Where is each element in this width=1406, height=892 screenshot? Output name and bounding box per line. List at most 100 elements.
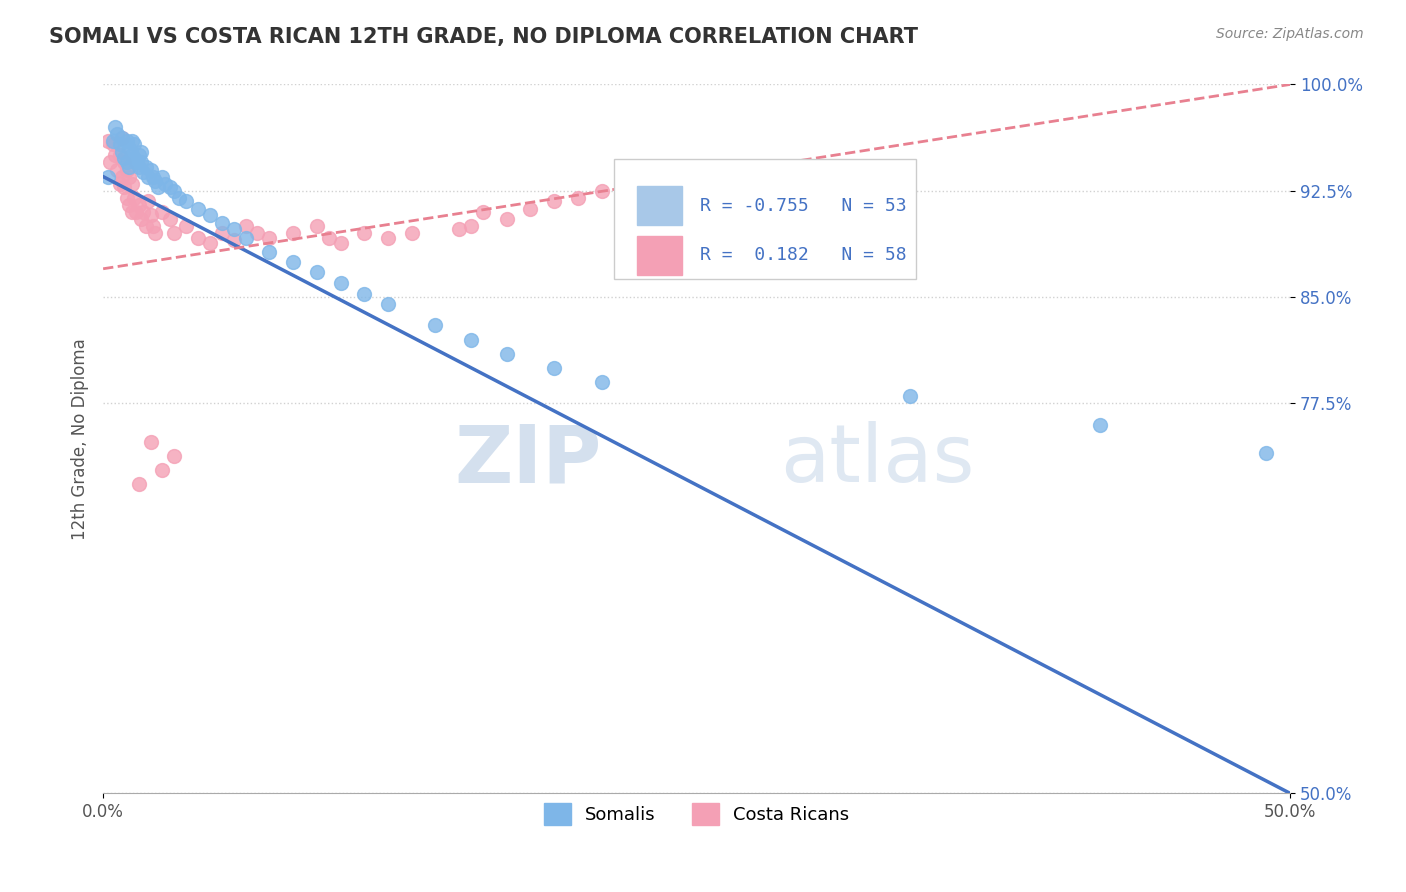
Point — [163, 227, 186, 241]
Point — [472, 205, 495, 219]
Point — [401, 227, 423, 241]
Y-axis label: 12th Grade, No Diploma: 12th Grade, No Diploma — [72, 338, 89, 540]
Legend: Somalis, Costa Ricans: Somalis, Costa Ricans — [534, 794, 859, 834]
Point — [353, 287, 375, 301]
Point — [495, 212, 517, 227]
Point — [142, 219, 165, 234]
Point — [139, 208, 162, 222]
Point — [543, 361, 565, 376]
Point — [329, 276, 352, 290]
Point — [115, 155, 138, 169]
Point — [97, 134, 120, 148]
Point — [163, 184, 186, 198]
Point — [614, 177, 637, 191]
Point — [567, 191, 589, 205]
Point — [246, 227, 269, 241]
Point — [143, 174, 166, 188]
Point — [114, 151, 136, 165]
Point — [152, 463, 174, 477]
Point — [115, 191, 138, 205]
Point — [211, 216, 233, 230]
Point — [187, 230, 209, 244]
Point — [97, 169, 120, 184]
Point — [318, 230, 340, 244]
Point — [121, 148, 143, 162]
Point — [129, 155, 152, 169]
Point — [136, 194, 159, 208]
Point — [222, 234, 245, 248]
Point — [259, 244, 281, 259]
Point — [118, 198, 141, 212]
Point — [111, 145, 134, 160]
FancyBboxPatch shape — [637, 235, 682, 275]
Point — [121, 205, 143, 219]
Point — [281, 254, 304, 268]
Point — [139, 434, 162, 449]
Text: R = -0.755   N = 53: R = -0.755 N = 53 — [700, 196, 907, 214]
Text: R =  0.182   N = 58: R = 0.182 N = 58 — [700, 246, 907, 264]
Point — [305, 219, 328, 234]
Point — [128, 198, 150, 212]
Point — [153, 177, 176, 191]
Point — [211, 227, 233, 241]
Point — [519, 202, 541, 217]
Point — [122, 191, 145, 205]
Point — [128, 160, 150, 174]
Text: SOMALI VS COSTA RICAN 12TH GRADE, NO DIPLOMA CORRELATION CHART: SOMALI VS COSTA RICAN 12TH GRADE, NO DIP… — [49, 27, 918, 46]
Point — [108, 148, 131, 162]
Point — [159, 212, 181, 227]
Point — [235, 219, 257, 234]
Point — [105, 127, 128, 141]
Point — [111, 131, 134, 145]
Point — [142, 169, 165, 184]
Point — [235, 230, 257, 244]
Point — [353, 227, 375, 241]
FancyBboxPatch shape — [613, 159, 917, 279]
Point — [167, 191, 190, 205]
Point — [115, 162, 138, 177]
Point — [104, 120, 127, 134]
Point — [108, 136, 131, 151]
Point — [591, 375, 613, 389]
Point — [591, 184, 613, 198]
Point — [163, 449, 186, 463]
Point — [159, 179, 181, 194]
Point — [121, 134, 143, 148]
Point — [114, 179, 136, 194]
Point — [152, 205, 174, 219]
Point — [174, 194, 197, 208]
Point — [377, 297, 399, 311]
Point — [460, 333, 482, 347]
Text: ZIP: ZIP — [454, 421, 602, 500]
Point — [329, 236, 352, 251]
Point — [305, 264, 328, 278]
Point — [1256, 446, 1278, 460]
Point — [377, 230, 399, 244]
Point — [114, 155, 136, 169]
Point — [460, 219, 482, 234]
Point — [115, 134, 138, 148]
Point — [101, 136, 124, 151]
Text: Source: ZipAtlas.com: Source: ZipAtlas.com — [1216, 27, 1364, 41]
Point — [122, 151, 145, 165]
FancyBboxPatch shape — [637, 186, 682, 225]
Point — [125, 205, 148, 219]
Point — [111, 169, 134, 184]
Point — [125, 155, 148, 169]
Point — [543, 194, 565, 208]
Point — [198, 236, 221, 251]
Point — [101, 134, 124, 148]
Point — [152, 169, 174, 184]
Point — [122, 136, 145, 151]
Point — [128, 148, 150, 162]
Point — [187, 202, 209, 217]
Point — [449, 222, 471, 236]
Point — [222, 222, 245, 236]
Point — [1090, 417, 1112, 432]
Point — [146, 179, 169, 194]
Point — [135, 219, 157, 234]
Point — [139, 162, 162, 177]
Point — [129, 212, 152, 227]
Point — [105, 162, 128, 177]
Point — [128, 477, 150, 491]
